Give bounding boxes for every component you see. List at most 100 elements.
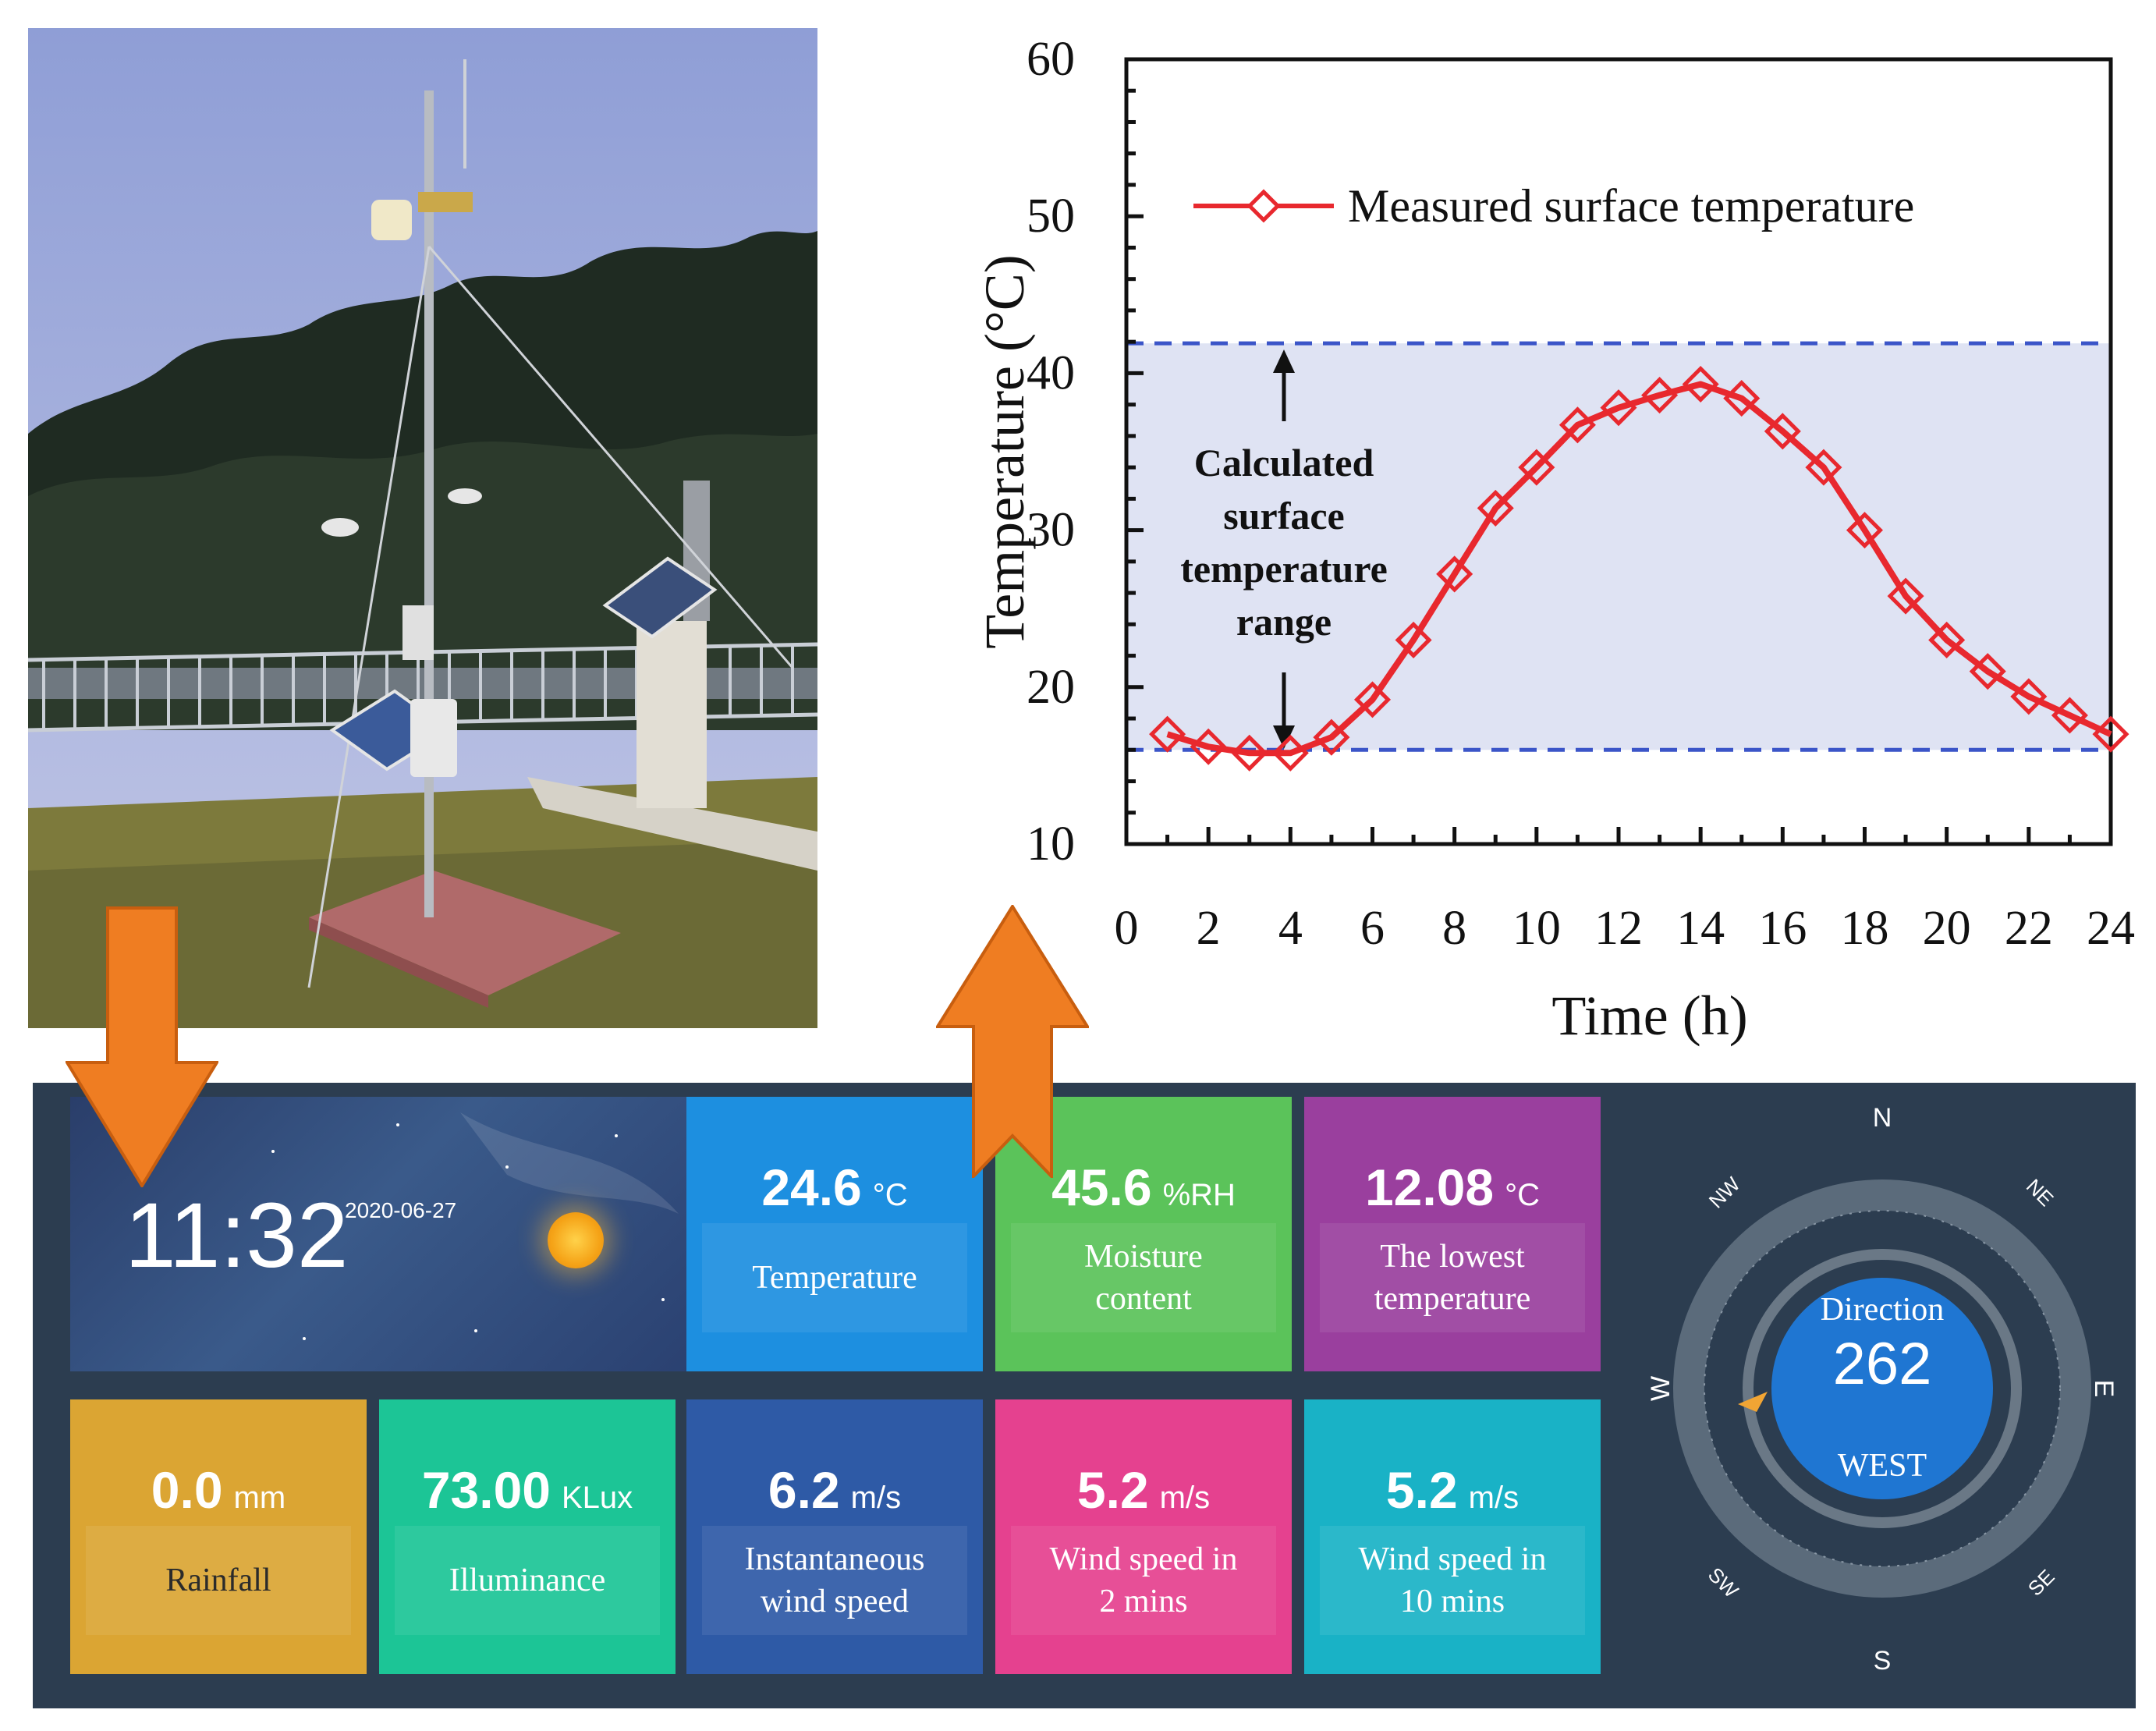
y-tick-label: 40 bbox=[1027, 346, 1075, 399]
y-tick-label: 60 bbox=[1027, 33, 1075, 86]
tile-label: Wind speed in 2 mins bbox=[1049, 1541, 1238, 1619]
tile-unit: KLux bbox=[562, 1481, 633, 1515]
x-tick-label: 10 bbox=[1512, 902, 1561, 955]
compass-degrees: 262 bbox=[1833, 1331, 1932, 1397]
tile-value: 0.0 bbox=[151, 1461, 223, 1519]
x-tick-label: 18 bbox=[1841, 902, 1889, 955]
tile-label: Moisture content bbox=[1084, 1239, 1203, 1317]
legend: Measured surface temperature bbox=[1193, 180, 1914, 232]
wind-compass: N S E W NW NE SW SE Direction 262 WEST bbox=[1629, 1083, 2136, 1708]
annotation-line-1: Calculated bbox=[1194, 441, 1374, 484]
tile-label: Instantaneous wind speed bbox=[744, 1541, 925, 1619]
weather-dashboard: 11:32 2020-06-27 24.6 °C Temperature 45.6… bbox=[33, 1083, 2136, 1708]
x-tick-label: 22 bbox=[2005, 902, 2053, 955]
range-annotation: Calculated surface temperature range bbox=[1180, 349, 1388, 749]
legend-marker bbox=[1246, 189, 1281, 223]
data-point bbox=[1969, 653, 2006, 690]
x-tick-label: 12 bbox=[1594, 902, 1643, 955]
x-tick-label: 14 bbox=[1676, 902, 1725, 955]
wind-2min-tile: 5.2 m/s Wind speed in 2 mins bbox=[995, 1399, 1292, 1674]
compass-outer-ring bbox=[1673, 1179, 2091, 1598]
tile-unit: m/s bbox=[850, 1481, 902, 1515]
series-line-measured bbox=[1166, 381, 2112, 757]
data-point bbox=[1149, 715, 1186, 753]
compass-label-s: S bbox=[1874, 1646, 1892, 1676]
annotation-line-4: range bbox=[1236, 600, 1332, 644]
data-point bbox=[2010, 678, 2048, 715]
clock-tile: 11:32 2020-06-27 bbox=[70, 1097, 708, 1371]
x-tick-label: 6 bbox=[1360, 902, 1385, 955]
x-axis-label: Time (h) bbox=[1551, 984, 1747, 1047]
data-point bbox=[1723, 380, 1761, 417]
tile-unit: m/s bbox=[1159, 1481, 1211, 1515]
down-arrow-icon bbox=[66, 906, 218, 1187]
compass-label-se: SE bbox=[2023, 1565, 2059, 1601]
tile-value: 73.00 bbox=[421, 1461, 551, 1519]
y-axis-label: Temperature (°C) bbox=[973, 254, 1036, 649]
compass-center bbox=[1771, 1278, 1993, 1499]
data-point bbox=[1558, 406, 1596, 444]
y-tick-label: 10 bbox=[1027, 818, 1075, 871]
compass-label-ne: NE bbox=[2022, 1174, 2058, 1211]
data-point bbox=[1805, 449, 1842, 486]
data-point bbox=[1271, 734, 1309, 772]
data-point bbox=[1887, 577, 1924, 615]
tile-value: 5.2 bbox=[1385, 1461, 1458, 1519]
tile-label: Temperature bbox=[752, 1260, 917, 1296]
data-point bbox=[1764, 413, 1801, 450]
tile-value: 12.08 bbox=[1364, 1158, 1495, 1216]
temperature-tile: 24.6 °C Temperature bbox=[686, 1097, 983, 1371]
annotation-line-2: surface bbox=[1223, 494, 1345, 537]
tile-value: 5.2 bbox=[1076, 1461, 1149, 1519]
data-point bbox=[1600, 389, 1637, 427]
data-point bbox=[1395, 621, 1432, 658]
data-point bbox=[1682, 365, 1719, 403]
annotation-line-3: temperature bbox=[1180, 547, 1388, 591]
tile-value: 24.6 bbox=[761, 1158, 862, 1216]
compass-title: Direction bbox=[1821, 1292, 1945, 1328]
tile-label: Illuminance bbox=[449, 1563, 606, 1598]
data-point bbox=[1928, 621, 1966, 658]
x-tick-label: 20 bbox=[1923, 902, 1971, 955]
data-point bbox=[2051, 697, 2088, 734]
data-point bbox=[1436, 555, 1473, 593]
data-point bbox=[1518, 449, 1555, 486]
x-tick-label: 16 bbox=[1758, 902, 1807, 955]
tile-unit: °C bbox=[872, 1178, 908, 1212]
compass-label-e: E bbox=[2089, 1380, 2119, 1398]
compass-label-w: W bbox=[1646, 1376, 1676, 1401]
compass-label-n: N bbox=[1873, 1103, 1892, 1133]
temperature-chart: 10 20 30 40 50 60 0 2 4 6 8 10 12 14 16 18 20 22 24 Tempe… bbox=[842, 0, 2156, 1069]
tile-value: 6.2 bbox=[768, 1461, 840, 1519]
clock-time: 11:32 bbox=[125, 1184, 349, 1287]
sun-icon bbox=[548, 1212, 604, 1268]
tile-unit: m/s bbox=[1468, 1481, 1519, 1515]
y-tick-label: 50 bbox=[1027, 190, 1075, 243]
instantaneous-wind-tile: 6.2 m/s Instantaneous wind speed bbox=[686, 1399, 983, 1674]
tile-value: 45.6 bbox=[1051, 1158, 1152, 1216]
rainfall-tile: 0.0 mm Rainfall bbox=[70, 1399, 367, 1674]
wind-10min-tile: 5.2 m/s Wind speed in 10 mins bbox=[1304, 1399, 1601, 1674]
data-point bbox=[1353, 681, 1392, 718]
legend-label: Measured surface temperature bbox=[1348, 180, 1914, 232]
data-point bbox=[1313, 718, 1350, 756]
data-point bbox=[1190, 728, 1227, 765]
y-tick-label: 20 bbox=[1027, 661, 1075, 714]
compass-inner-ring bbox=[1743, 1249, 2022, 1528]
compass-label-sw: SW bbox=[1704, 1563, 1743, 1602]
tile-unit: °C bbox=[1505, 1178, 1541, 1212]
x-tick-label: 24 bbox=[2087, 902, 2135, 955]
tile-label: The lowest temperature bbox=[1374, 1239, 1531, 1317]
tile-label: Wind speed in 10 mins bbox=[1358, 1541, 1547, 1619]
tile-unit: mm bbox=[233, 1481, 286, 1515]
data-point bbox=[1231, 734, 1268, 772]
illuminance-tile: 73.00 KLux Illuminance bbox=[379, 1399, 676, 1674]
x-tick-label: 4 bbox=[1278, 902, 1303, 955]
tile-unit: %RH bbox=[1162, 1178, 1236, 1212]
plot-frame bbox=[1124, 57, 2113, 846]
data-point bbox=[2092, 715, 2129, 753]
weather-station-photo bbox=[28, 28, 817, 1028]
tile-label: Rainfall bbox=[165, 1563, 271, 1598]
up-arrow-icon bbox=[936, 905, 1089, 1178]
x-tick-label: 2 bbox=[1197, 902, 1221, 955]
